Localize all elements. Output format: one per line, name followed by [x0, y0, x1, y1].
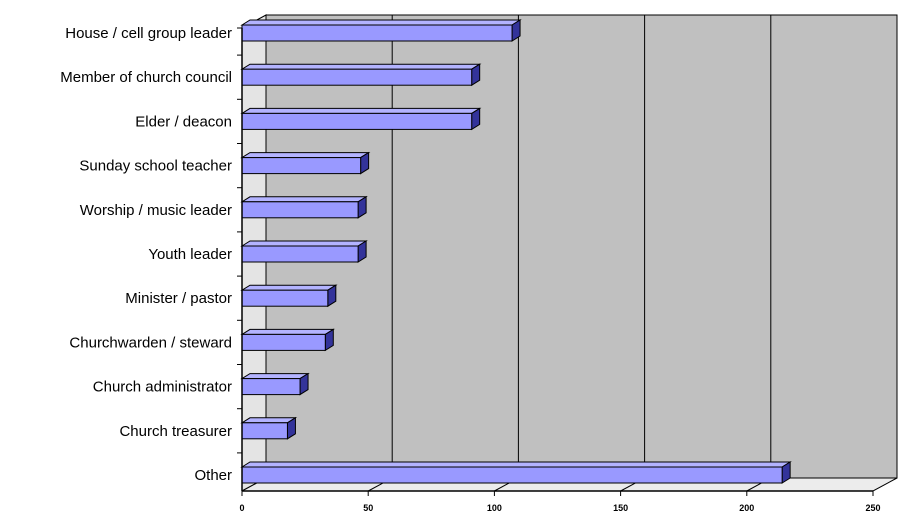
bar-top-4 [240, 196, 368, 203]
bar-front-8 [241, 378, 301, 396]
bar-1 [240, 63, 482, 87]
bar-front-0 [241, 24, 513, 42]
x-tick-label-1: 50 [363, 503, 373, 513]
bar-6 [240, 284, 338, 308]
category-label-3: Sunday school teacher [79, 158, 232, 175]
bar-front-2 [241, 112, 473, 130]
category-labels: House / cell group leader Member of churc… [60, 25, 232, 484]
x-tick-label-2: 100 [487, 503, 502, 513]
x-tick-label-0: 0 [239, 503, 244, 513]
bar-7 [240, 328, 336, 352]
bar-10 [240, 461, 792, 484]
category-label-4: Worship / music leader [80, 202, 232, 219]
bar-front-1 [241, 68, 473, 86]
bar-top-3 [240, 152, 371, 159]
bar-front-7 [241, 333, 326, 351]
bar-2 [240, 107, 482, 131]
category-label-8: Church administrator [93, 379, 232, 396]
category-label-6: Minister / pastor [125, 290, 232, 307]
bar-3 [240, 151, 371, 175]
category-label-5: Youth leader [148, 246, 232, 263]
bar-top-8 [240, 373, 310, 380]
category-label-7: Churchwarden / steward [69, 334, 232, 351]
x-tick-label-5: 250 [865, 503, 880, 513]
bar-8 [240, 372, 310, 396]
bar-front-5 [241, 245, 359, 263]
bar-top-10 [240, 461, 792, 468]
category-label-1: Member of church council [60, 69, 232, 86]
x-tick-label-4: 200 [739, 503, 754, 513]
bar-top-6 [240, 284, 338, 291]
plot-area [241, 14, 898, 492]
bar-9 [240, 416, 298, 440]
bar-top-2 [240, 107, 482, 114]
category-label-0: House / cell group leader [65, 25, 232, 42]
bar-5 [240, 240, 368, 263]
bar-front-3 [241, 157, 362, 175]
axes [237, 27, 874, 496]
category-label-2: Elder / deacon [135, 113, 232, 130]
category-label-9: Church treasurer [119, 423, 232, 440]
bars [240, 19, 792, 484]
bar-front-9 [241, 422, 288, 440]
bar-front-10 [241, 466, 783, 484]
x-tick-label-3: 150 [613, 503, 628, 513]
bar-top-5 [240, 240, 368, 247]
plot-background [265, 14, 898, 479]
category-label-10: Other [194, 467, 232, 484]
bar-top-7 [240, 328, 336, 335]
x-tick-labels: 0 50 100 150 200 250 [239, 503, 880, 513]
bar-4 [240, 195, 368, 219]
bar-0 [240, 19, 522, 42]
bar-front-6 [241, 289, 329, 307]
bar-top-1 [240, 63, 482, 70]
bar-top-0 [240, 19, 522, 26]
bar-front-4 [241, 201, 359, 219]
bar-top-9 [240, 417, 298, 424]
